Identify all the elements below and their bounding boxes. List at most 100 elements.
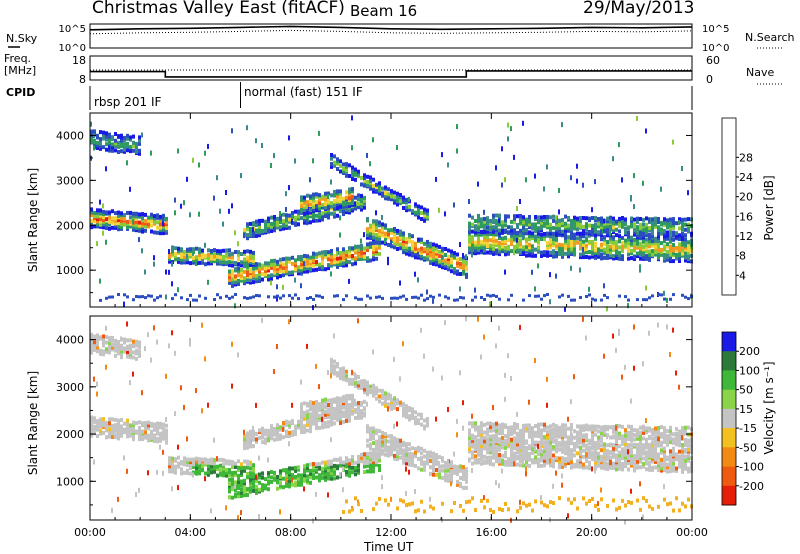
g-power-cell [333,160,336,165]
g-vel-cell [576,464,579,469]
g-vel-cell [579,462,582,467]
g-vel-cell [333,359,336,364]
g-vel-cell [501,428,504,433]
g-power-cell [411,250,414,254]
g-power-cell [102,145,105,150]
g-vel-cell [513,430,516,435]
g-vel-scatter-cell [306,343,308,349]
g-vel-cell [102,352,105,357]
g-power-cell [645,216,648,221]
g-power-cell [480,247,483,252]
g-vel-cell [624,452,627,457]
g-power-cell [396,202,399,207]
g-power-cell [117,210,120,215]
g-power-cell [441,258,444,263]
g-vel-cell [600,425,603,430]
g-power-ground-cell [420,293,423,297]
g-vel-cell [546,431,549,436]
g-vel-cell [378,455,381,459]
g-power-cell [288,225,291,230]
g-power-ground-cell [153,298,156,302]
g-power-cell [480,232,483,237]
g-vel-cell [333,463,336,468]
g-vel-cell [294,424,297,429]
g-power-cell [477,240,480,245]
g-vel-cell [114,353,117,358]
g-vel-scatter-cell [303,486,305,492]
g-vel-cell [213,458,216,463]
g-vel-cell [546,454,549,459]
g-vel-cell [624,448,627,453]
g-power-ground-cell [444,295,447,299]
g-power-cell [147,222,150,227]
g-vel-cell [495,453,498,458]
g-vel-cell [309,418,312,423]
g-vel-scatter-cell [645,418,647,424]
g-vel-ground-cell [639,507,642,512]
g-vel-cell [225,467,228,472]
g-power-cell [348,187,351,192]
g-vel-ground-cell [507,507,510,512]
g-power-scatter-cell [183,200,185,206]
g-power-cell [132,148,135,153]
g-power-cell [606,216,609,221]
g-power-cell [93,210,96,215]
g-power-cell [369,244,372,249]
g-power-cell [576,216,579,221]
g-vel-cell [228,482,231,486]
g-vel-scatter-cell [555,470,557,476]
g-power-scatter-cell [603,218,605,224]
g-power-cell [309,261,312,266]
noise-right-tick: 10^5 [702,24,729,35]
g-power-cell [312,251,315,256]
g-vel-scatter-cell [519,324,521,330]
g-vel-cell [144,421,147,426]
g-power-scatter-cell [570,175,572,181]
g-vel-cell [567,448,570,453]
g-vel-cell [255,479,258,483]
g-vel-scatter-cell [135,492,137,497]
g-power-scatter-cell [285,207,287,212]
g-power-cell [141,223,144,228]
g-vel-cell [291,419,294,424]
g-power-cell [666,218,669,223]
g-power-cell [237,262,240,267]
g-power-cell [336,213,339,218]
g-power-ground-cell [246,296,249,300]
g-power-cell [483,230,486,234]
g-vel-cell [462,471,465,475]
g-power-cell [252,221,255,226]
g-vel-cell [588,455,591,459]
g-vel-cell [615,430,618,435]
g-power-scatter-cell [162,220,164,226]
g-power-cell [585,236,588,241]
g-vel-cell [612,425,615,429]
g-power-cell [510,231,513,236]
g-vel-cell [150,421,153,426]
g-power-cell [333,260,336,265]
g-vel-scatter-cell [528,399,530,405]
g-vel-cell [546,435,549,440]
g-vel-cell [96,349,99,354]
g-power-cell [636,237,639,242]
g-power-cell [321,211,324,216]
g-vel-cell [375,444,378,449]
g-vel-cell [351,397,354,402]
g-vel-cell [105,347,108,352]
g-vel-cell [267,436,270,441]
g-vel-cell [300,402,303,407]
g-power-cell [633,248,636,253]
g-vel-cell [501,445,504,450]
g-power-cell [609,215,612,220]
g-power-cell [243,227,246,232]
g-power-ground-cell [438,293,441,297]
g-vel-cell [513,451,516,456]
g-power-cell [522,230,525,235]
g-vel-cell [642,447,645,452]
g-vel-cell [519,431,522,435]
g-power-cell [627,252,630,257]
g-vel-ground-cell [450,509,453,514]
g-vel-cell [336,364,339,369]
g-power-cell [471,229,474,234]
g-power-cell [228,275,231,280]
